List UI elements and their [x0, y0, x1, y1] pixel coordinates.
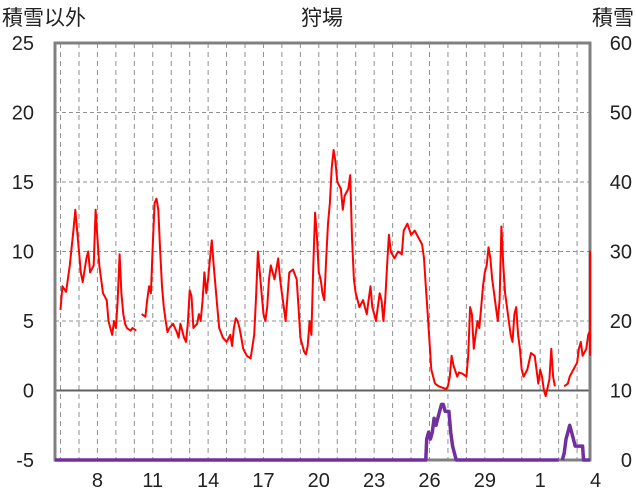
- left-tick-label: -5: [16, 450, 34, 472]
- snow-depth-line-segment: [55, 402, 559, 462]
- left-tick-label: 20: [12, 103, 34, 125]
- left-tick-label: 15: [12, 172, 34, 194]
- x-tick-label: 23: [363, 470, 385, 492]
- series-layer: [55, 149, 591, 462]
- right-tick-label: 10: [610, 381, 632, 403]
- right-tick-label: 0: [621, 450, 632, 472]
- x-tick-label: 4: [590, 470, 601, 492]
- right-tick-label: 40: [610, 172, 632, 194]
- x-tick-label: 1: [535, 470, 546, 492]
- grid: [55, 43, 590, 460]
- non-snow-line-segment: [563, 250, 591, 388]
- left-tick-label: 0: [23, 381, 34, 403]
- left-tick-label: 25: [12, 33, 34, 55]
- right-tick-label: 60: [610, 33, 632, 55]
- x-tick-label: 11: [142, 470, 163, 492]
- x-tick-label: 8: [92, 470, 103, 492]
- x-tick-label: 29: [474, 470, 496, 492]
- right-tick-label: 20: [610, 311, 632, 333]
- x-tick-label: 17: [252, 470, 274, 492]
- x-tick-label: 26: [418, 470, 440, 492]
- right-axis-label: 積雪: [592, 7, 634, 30]
- x-tick-label: 20: [308, 470, 330, 492]
- non-snow-line-segment: [141, 149, 556, 398]
- snow-depth-line-segment: [560, 423, 590, 462]
- left-tick-label: 10: [12, 242, 34, 264]
- chart-title: 狩場: [301, 7, 343, 30]
- left-axis-label: 積雪以外: [2, 7, 86, 30]
- non-snow-line-segment: [59, 208, 137, 336]
- right-tick-label: 50: [610, 103, 632, 125]
- x-tick-label: 14: [197, 470, 219, 492]
- left-tick-label: 5: [23, 311, 34, 333]
- right-tick-label: 30: [610, 242, 632, 264]
